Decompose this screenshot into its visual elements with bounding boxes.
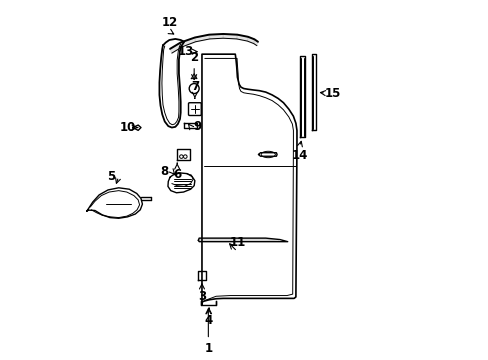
Polygon shape [253, 39, 258, 46]
Text: 10: 10 [119, 121, 135, 134]
Text: 6: 6 [173, 168, 181, 181]
Text: 4: 4 [204, 314, 213, 327]
Polygon shape [247, 37, 254, 44]
Text: 3: 3 [198, 291, 205, 303]
Text: 11: 11 [229, 236, 245, 249]
Text: 8: 8 [160, 165, 168, 177]
Polygon shape [236, 35, 247, 41]
Polygon shape [209, 34, 223, 39]
Polygon shape [170, 42, 182, 53]
Polygon shape [223, 34, 237, 39]
Text: 9: 9 [193, 120, 202, 133]
Text: 5: 5 [107, 170, 116, 183]
Polygon shape [199, 238, 279, 241]
Polygon shape [195, 35, 209, 42]
Text: 13: 13 [178, 45, 194, 58]
Text: 7: 7 [190, 80, 199, 93]
Text: 2: 2 [190, 50, 198, 63]
Text: 1: 1 [204, 342, 212, 355]
Text: 12: 12 [162, 17, 178, 30]
Text: 14: 14 [291, 149, 307, 162]
Polygon shape [181, 37, 195, 47]
Text: 15: 15 [324, 87, 341, 100]
